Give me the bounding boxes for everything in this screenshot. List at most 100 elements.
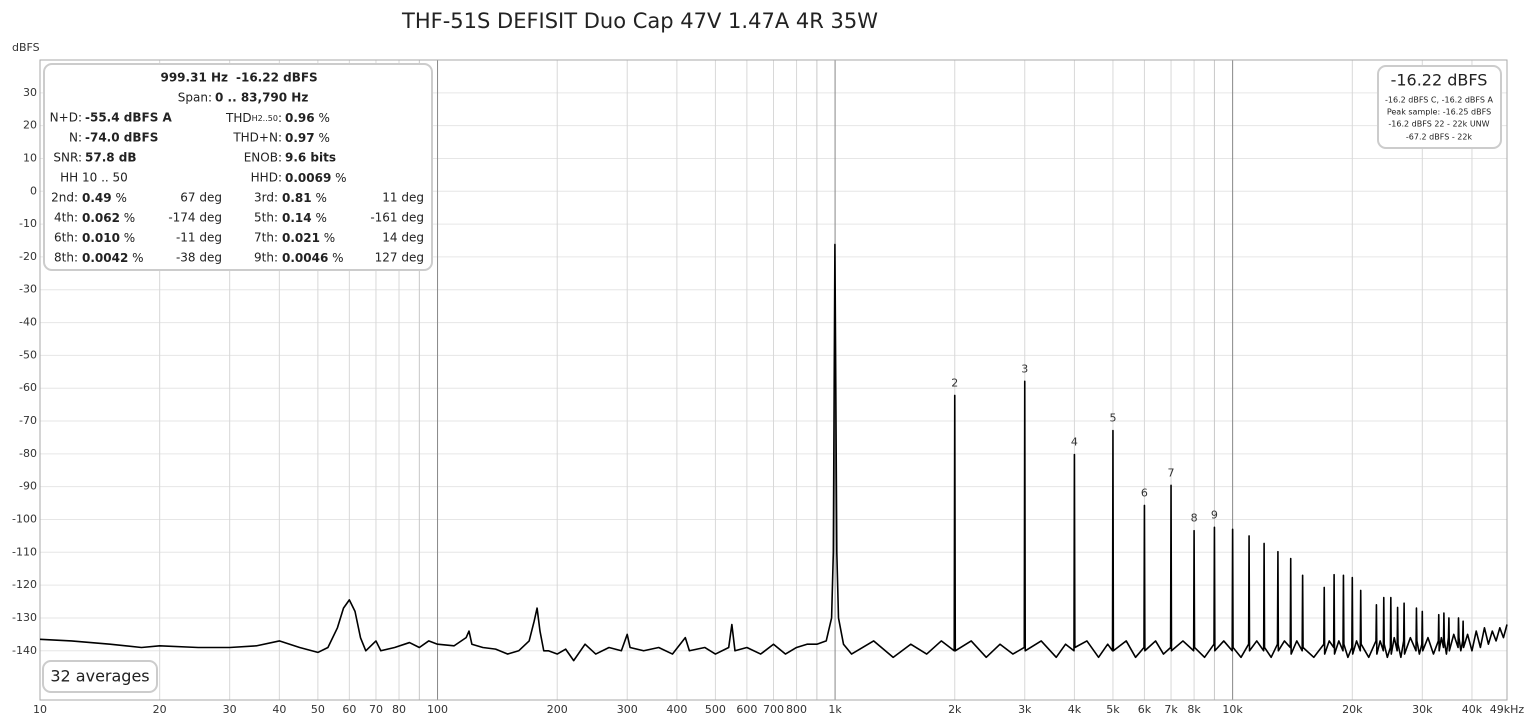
x-tick-label: 3k: [1018, 703, 1032, 716]
x-tick-label: 20: [153, 703, 167, 716]
harmonic-value: 0.010 %: [82, 231, 135, 245]
harmonic-unit: %: [324, 231, 335, 245]
enob-label: ENOB:: [244, 151, 282, 165]
level-box: -16.22 dBFS -16.2 dBFS C, -16.2 dBFS A P…: [1377, 65, 1502, 149]
x-tick-label: 300: [617, 703, 638, 716]
y-tick-label: -130: [12, 611, 37, 624]
harmonic-level: 0.0042: [82, 251, 128, 265]
thd-colon: :: [278, 111, 282, 125]
y-tick-label: 20: [23, 119, 37, 132]
y-tick-label: -10: [19, 217, 37, 230]
harmonic-order: 8th:: [54, 251, 78, 265]
hhd-value: 0.0069 %: [285, 171, 347, 185]
y-tick-label: -110: [12, 545, 37, 558]
harmonic-value: 0.0046 %: [282, 251, 344, 265]
level: -16.22 dBFS: [236, 71, 318, 85]
peak-label: 5: [1109, 412, 1116, 425]
x-tick-label: 8k: [1187, 703, 1201, 716]
y-tick-label: -90: [19, 480, 37, 493]
peak-label: 3: [1021, 362, 1028, 375]
harmonic-level: 0.062: [82, 211, 120, 225]
plot-frame: [39, 59, 1508, 701]
x-tick-label: 100: [427, 703, 448, 716]
harmonic-order: 5th:: [254, 211, 278, 225]
thdn-label: THD+N:: [232, 131, 282, 145]
peak-label: 6: [1141, 486, 1148, 499]
hh-label: HH 10 .. 50: [60, 171, 128, 185]
span-label: Span:: [178, 91, 212, 105]
x-tick-label: 40k: [1462, 703, 1483, 716]
harmonic-phase: -161 deg: [370, 211, 424, 225]
harmonic-level: 0.0046: [282, 251, 328, 265]
x-tick-label: 5k: [1106, 703, 1120, 716]
harmonic-level: 0.010: [82, 231, 120, 245]
harmonic-phase: 127 deg: [375, 251, 424, 265]
x-tick-label: 80: [392, 703, 406, 716]
thdn-value: 0.97 %: [285, 131, 330, 145]
level-line: -16.2 dBFS 22 - 22k UNW: [1388, 120, 1489, 129]
x-tick-label: 700: [763, 703, 784, 716]
level-main: -16.22 dBFS: [1391, 71, 1488, 90]
harmonic-phase: -174 deg: [168, 211, 222, 225]
y-tick-label: -20: [19, 250, 37, 263]
y-tick-label: -50: [19, 348, 37, 361]
snr-label: SNR:: [53, 151, 82, 165]
harmonic-order: 6th:: [54, 231, 78, 245]
x-tick-label: 200: [547, 703, 568, 716]
n: -74.0 dBFS: [85, 131, 158, 145]
harmonic-value: 0.81 %: [282, 191, 327, 205]
x-tick-label: 10: [33, 703, 47, 716]
harmonic-value: 0.021 %: [282, 231, 335, 245]
harmonic-phase: 67 deg: [180, 191, 222, 205]
thd-unit: %: [318, 111, 329, 125]
y-tick-label: 30: [23, 86, 37, 99]
harmonic-order: 9th:: [254, 251, 278, 265]
harmonics-table: 2nd: 0.49 % 67 deg 3rd: 0.81 % 11 deg 4th: 0.06…: [51, 191, 424, 265]
harmonic-unit: %: [124, 211, 135, 225]
harmonic-order: 3rd:: [254, 191, 278, 205]
x-tick-label: 7k: [1164, 703, 1178, 716]
x-tick-label: 2k: [948, 703, 962, 716]
x-tick-label: 800: [786, 703, 807, 716]
peak-label: 8: [1191, 512, 1198, 525]
level-box-frame: [1377, 65, 1502, 149]
thd-value: 0.96 %: [285, 111, 330, 125]
y-tick-label: -60: [19, 381, 37, 394]
x-tick-label: 600: [736, 703, 757, 716]
x-tick-label: 70: [369, 703, 383, 716]
thd-label-main: THD: [225, 111, 252, 125]
y-tick-label: -80: [19, 447, 37, 460]
x-tick-label: 50: [311, 703, 325, 716]
y-tick-label: -120: [12, 578, 37, 591]
hhd-label: HHD:: [251, 171, 282, 185]
thdn: 0.97: [285, 131, 315, 145]
level-line: Peak sample: -16.25 dBFS: [1387, 108, 1491, 117]
x-tick-label: 4k: [1068, 703, 1082, 716]
averages: 32 averages: [50, 667, 149, 686]
harmonic-level: 0.49: [82, 191, 112, 205]
harmonic-unit: %: [124, 231, 135, 245]
peak-label: 2: [951, 376, 958, 389]
harmonic-order: 7th:: [254, 231, 278, 245]
peak-label: 4: [1071, 436, 1078, 449]
y-tick-label: 10: [23, 151, 37, 164]
frequency: 999.31 Hz: [160, 71, 228, 85]
level-line: -67.2 dBFS - 22k: [1406, 133, 1473, 142]
x-tick-label: 400: [666, 703, 687, 716]
nd: -55.4 dBFS A: [85, 111, 173, 125]
hhd-unit: %: [335, 171, 346, 185]
x-tick-label: 30k: [1412, 703, 1433, 716]
harmonic-value: 0.49 %: [82, 191, 127, 205]
n-label: N:: [69, 131, 82, 145]
chart-title: THF-51S DEFISIT Duo Cap 47V 1.47A 4R 35W: [401, 9, 878, 33]
harmonic-level: 0.81: [282, 191, 312, 205]
x-tick-label: 10k: [1222, 703, 1243, 716]
plot: 2 3 4 5 6 7 8 9: [39, 243, 1508, 662]
x-tick-label: 500: [705, 703, 726, 716]
nd-label: N+D:: [50, 111, 82, 125]
thd: 0.96: [285, 111, 315, 125]
harmonic-value: 0.0042 %: [82, 251, 144, 265]
y-tick-label: -140: [12, 644, 37, 657]
